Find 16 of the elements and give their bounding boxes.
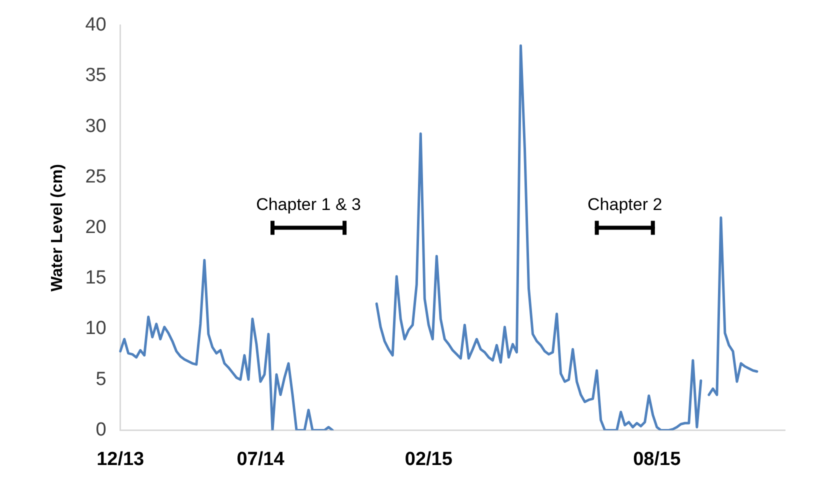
y-tick-label: 10 — [85, 318, 106, 340]
x-tick-label: 02/15 — [404, 448, 453, 470]
x-tick-label: 08/15 — [633, 448, 682, 470]
y-tick-label: 25 — [85, 166, 106, 188]
y-tick-label: 15 — [85, 268, 106, 289]
x-tick-label: 07/14 — [236, 448, 285, 470]
y-tick-label: 0 — [96, 419, 106, 440]
y-tick-label: 40 — [85, 14, 106, 36]
y-tick-label: 30 — [85, 116, 106, 137]
series-label: Chapter 1 & 3 — [256, 194, 361, 214]
x-tick-label: 12/13 — [96, 448, 144, 470]
y-tick-label: 35 — [85, 65, 106, 86]
y-tick-label: 5 — [96, 368, 106, 390]
y-axis-title: Water Level (cm) — [49, 164, 66, 292]
series-label: Chapter 2 — [588, 194, 662, 214]
y-tick-label: 20 — [85, 217, 106, 238]
